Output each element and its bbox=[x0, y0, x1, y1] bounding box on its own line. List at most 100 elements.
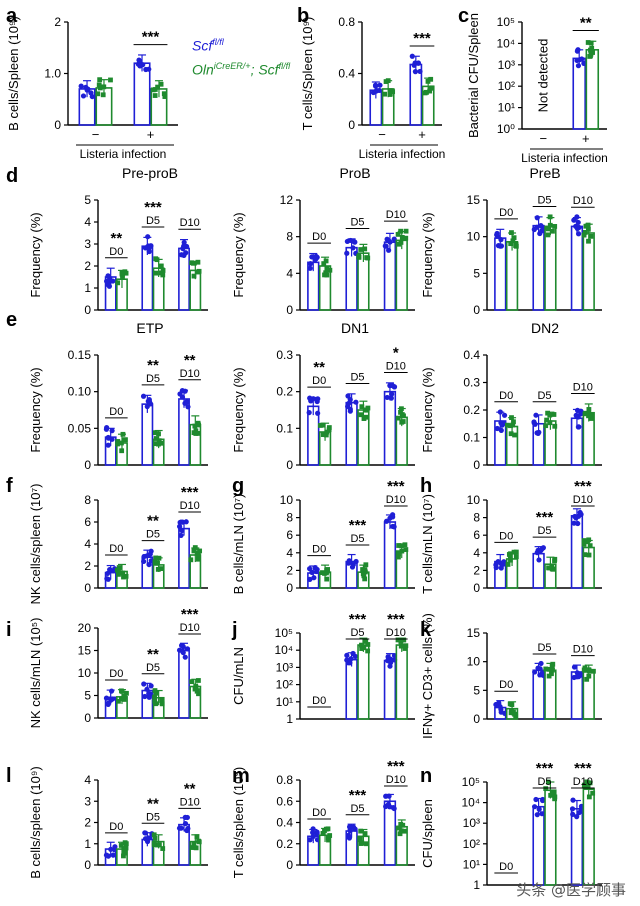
significance-h: *** bbox=[536, 509, 554, 526]
y-tick-label-l: 2 bbox=[84, 816, 91, 830]
y-tick-label-k: 5 bbox=[473, 683, 480, 697]
point-wt-e2 bbox=[315, 396, 321, 402]
point-ko-e3 bbox=[505, 422, 510, 428]
group-label-d2: D5 bbox=[350, 216, 364, 228]
point-ko-a bbox=[97, 77, 103, 83]
point-wt-i bbox=[105, 700, 111, 706]
point-ko-d2 bbox=[403, 235, 409, 241]
y-tick-label-e3: 0.3 bbox=[463, 376, 480, 390]
point-wt-j bbox=[344, 657, 350, 663]
point-ko-d1 bbox=[196, 268, 202, 274]
y-tick-label-f: 0 bbox=[84, 581, 91, 595]
point-wt-b bbox=[415, 60, 421, 66]
group-label-n: D10 bbox=[573, 776, 593, 788]
y-tick-label-d1: 1 bbox=[84, 281, 91, 295]
point-wt-j bbox=[348, 656, 354, 662]
bar-ko-c bbox=[585, 49, 600, 130]
panel-g bbox=[296, 499, 415, 589]
point-wt-d3 bbox=[575, 231, 582, 237]
point-ko-j bbox=[402, 646, 408, 651]
point-wt-l bbox=[184, 827, 190, 834]
point-ko-f bbox=[155, 566, 161, 572]
point-wt-i bbox=[184, 646, 191, 652]
point-ko-e1 bbox=[120, 431, 126, 437]
bar-ko-d3 bbox=[582, 232, 595, 311]
y-tick-label-n: 1 bbox=[473, 878, 480, 892]
point-ko-g bbox=[402, 542, 408, 548]
point-ko-e3 bbox=[543, 423, 549, 429]
bar-wt-d2 bbox=[345, 246, 358, 311]
point-ko-f bbox=[152, 559, 158, 565]
group-label-h: D10 bbox=[573, 494, 593, 506]
point-ko-e1 bbox=[192, 423, 198, 429]
group-label-d3: D5 bbox=[537, 194, 551, 206]
significance-g: *** bbox=[349, 517, 367, 534]
point-wt-k bbox=[537, 666, 543, 672]
point-wt-n bbox=[570, 797, 576, 803]
point-ko-k bbox=[550, 667, 555, 673]
point-wt-d2 bbox=[344, 250, 350, 256]
group-label-d1: D0 bbox=[109, 246, 123, 258]
point-wt-d2 bbox=[386, 238, 392, 244]
panel-letter-n: n bbox=[420, 765, 432, 787]
y-tick-label-e1: 0.05 bbox=[68, 421, 92, 435]
point-wt-i bbox=[182, 654, 188, 660]
significance-f: ** bbox=[147, 513, 159, 530]
point-wt-e3 bbox=[499, 422, 505, 428]
point-ko-d3 bbox=[582, 230, 588, 235]
point-wt-d2 bbox=[313, 253, 319, 259]
point-ko-d2 bbox=[398, 240, 404, 245]
group-label-i: D10 bbox=[180, 622, 200, 634]
x-tick-label-b: + bbox=[418, 127, 426, 142]
point-ko-j bbox=[365, 648, 371, 654]
y-tick-label-i: 5 bbox=[84, 689, 91, 703]
y-tick-label-d1: 3 bbox=[84, 237, 91, 251]
point-ko-l bbox=[160, 846, 166, 851]
group-label-e3: D5 bbox=[537, 390, 551, 402]
y-axis-label-j: CFU/mLN bbox=[231, 647, 246, 705]
group-label-l: D5 bbox=[146, 811, 160, 823]
point-wt-b bbox=[417, 68, 423, 75]
point-wt-d1 bbox=[106, 283, 113, 289]
bar-wt-j bbox=[345, 658, 358, 720]
point-ko-b bbox=[383, 79, 389, 84]
point-ko-l bbox=[156, 842, 162, 848]
point-wt-e2 bbox=[346, 400, 352, 406]
point-ko-n bbox=[551, 790, 556, 796]
point-wt-e3 bbox=[578, 411, 584, 417]
y-tick-label-j: 10¹ bbox=[276, 695, 293, 709]
y-tick-label-c: 10⁰ bbox=[497, 122, 515, 136]
point-ko-m bbox=[396, 825, 401, 831]
group-label-g: D0 bbox=[312, 544, 326, 556]
y-axis-label-f: NK cells/spleen (10⁷) bbox=[28, 483, 43, 604]
y-tick-label-e3: 0.4 bbox=[463, 348, 480, 362]
point-wt-e2 bbox=[389, 391, 395, 397]
y-tick-label-h: 10 bbox=[467, 493, 481, 507]
y-axis-label-e3: Frequency (%) bbox=[420, 367, 435, 452]
point-ko-e3 bbox=[508, 431, 514, 437]
bar-ko-n bbox=[582, 788, 595, 886]
group-label-d3: D0 bbox=[499, 207, 513, 219]
point-wt-d3 bbox=[575, 219, 581, 226]
point-wt-e3 bbox=[575, 424, 581, 430]
point-ko-n bbox=[584, 779, 590, 785]
point-ko-e3 bbox=[586, 411, 591, 416]
point-ko-e1 bbox=[119, 440, 124, 446]
y-tick-label-h: 8 bbox=[473, 511, 480, 525]
point-ko-i bbox=[196, 678, 201, 683]
group-label-h: D0 bbox=[499, 530, 513, 542]
legend-ko-label-a: Oln bbox=[192, 61, 214, 78]
point-wt-k bbox=[578, 672, 584, 678]
x-tick-label-c: + bbox=[582, 131, 590, 146]
point-ko-m bbox=[362, 831, 368, 836]
point-ko-d2 bbox=[362, 246, 368, 252]
point-ko-k bbox=[546, 666, 552, 672]
bar-ko-j bbox=[357, 644, 370, 720]
point-wt-m bbox=[314, 837, 321, 843]
point-wt-d2 bbox=[386, 247, 392, 253]
panel-b bbox=[358, 21, 442, 146]
point-ko-a bbox=[97, 85, 103, 91]
point-ko-n bbox=[587, 780, 593, 786]
point-wt-e3 bbox=[536, 429, 542, 435]
point-wt-c bbox=[579, 56, 585, 62]
